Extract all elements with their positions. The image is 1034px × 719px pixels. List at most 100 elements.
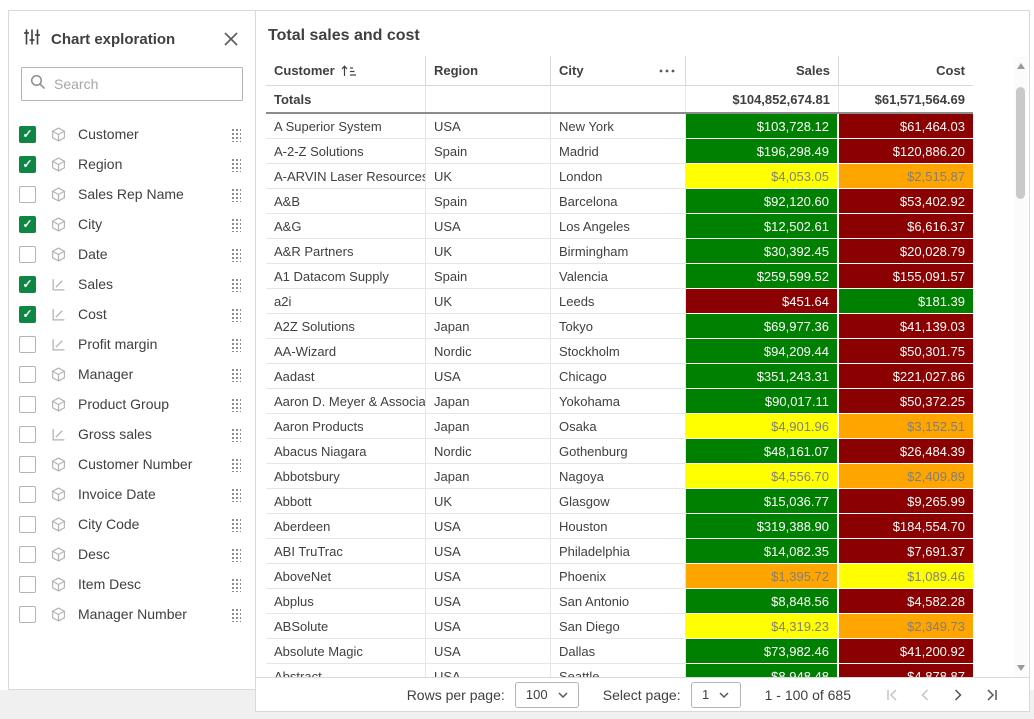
sidebar-item-manager[interactable]: Manager [9, 359, 255, 389]
cell-city[interactable]: Chicago [551, 364, 686, 389]
drag-handle-icon[interactable] [230, 186, 241, 202]
cell-region[interactable]: USA [426, 589, 551, 614]
sidebar-item-sales[interactable]: ✓ Sales [9, 269, 255, 299]
sidebar-item-date[interactable]: Date [9, 239, 255, 269]
drag-handle-icon[interactable] [230, 606, 241, 622]
search-box[interactable] [21, 67, 243, 101]
unchecked-checkbox[interactable] [19, 395, 36, 413]
drag-handle-icon[interactable] [230, 336, 241, 352]
sidebar-item-manager-number[interactable]: Manager Number [9, 599, 255, 629]
drag-handle-icon[interactable] [230, 246, 241, 262]
sidebar-item-sales-rep-name[interactable]: Sales Rep Name [9, 179, 255, 209]
cell-customer[interactable]: Absolute Magic [266, 639, 426, 664]
sidebar-item-city[interactable]: ✓ City [9, 209, 255, 239]
drag-handle-icon[interactable] [230, 486, 241, 502]
cell-region[interactable]: UK [426, 164, 551, 189]
previous-page-button[interactable] [913, 683, 937, 707]
unchecked-checkbox[interactable] [19, 335, 36, 353]
cell-customer[interactable]: Aaron Products [266, 414, 426, 439]
cell-city[interactable]: Los Angeles [551, 214, 686, 239]
cell-customer[interactable]: A Superior System [266, 114, 426, 139]
cell-customer[interactable]: Aadast [266, 364, 426, 389]
cell-city[interactable]: Yokohama [551, 389, 686, 414]
cell-region[interactable]: Japan [426, 314, 551, 339]
scroll-down-icon[interactable] [1017, 665, 1025, 671]
cell-city[interactable]: Tokyo [551, 314, 686, 339]
drag-handle-icon[interactable] [230, 546, 241, 562]
drag-handle-icon[interactable] [230, 126, 241, 142]
column-header-sales[interactable]: Sales [686, 56, 839, 85]
drag-handle-icon[interactable] [230, 366, 241, 382]
cell-region[interactable]: Nordic [426, 439, 551, 464]
unchecked-checkbox[interactable] [19, 605, 36, 623]
sidebar-item-region[interactable]: ✓ Region [9, 149, 255, 179]
drag-handle-icon[interactable] [230, 456, 241, 472]
cell-region[interactable]: USA [426, 564, 551, 589]
sidebar-item-gross-sales[interactable]: Gross sales [9, 419, 255, 449]
checked-checkbox[interactable]: ✓ [19, 305, 36, 323]
unchecked-checkbox[interactable] [19, 545, 36, 563]
cell-customer[interactable]: Abstract [266, 664, 426, 678]
drag-handle-icon[interactable] [230, 306, 241, 322]
drag-handle-icon[interactable] [230, 216, 241, 232]
column-header-cost[interactable]: Cost [839, 56, 973, 85]
drag-handle-icon[interactable] [230, 576, 241, 592]
cell-customer[interactable]: A&R Partners [266, 239, 426, 264]
unchecked-checkbox[interactable] [19, 425, 36, 443]
first-page-button[interactable] [880, 683, 904, 707]
unchecked-checkbox[interactable] [19, 245, 36, 263]
cell-customer[interactable]: A&G [266, 214, 426, 239]
cell-customer[interactable]: Abacus Niagara [266, 439, 426, 464]
cell-region[interactable]: UK [426, 239, 551, 264]
unchecked-checkbox[interactable] [19, 455, 36, 473]
cell-region[interactable]: USA [426, 639, 551, 664]
sidebar-item-item-desc[interactable]: Item Desc [9, 569, 255, 599]
unchecked-checkbox[interactable] [19, 365, 36, 383]
cell-customer[interactable]: Abbott [266, 489, 426, 514]
cell-city[interactable]: Glasgow [551, 489, 686, 514]
checked-checkbox[interactable]: ✓ [19, 125, 36, 143]
sidebar-item-city-code[interactable]: City Code [9, 509, 255, 539]
scroll-thumb[interactable] [1016, 87, 1025, 199]
cell-customer[interactable]: A-ARVIN Laser Resources [266, 164, 426, 189]
cell-customer[interactable]: A-2-Z Solutions [266, 139, 426, 164]
unchecked-checkbox[interactable] [19, 485, 36, 503]
cell-region[interactable]: USA [426, 364, 551, 389]
sidebar-item-customer[interactable]: ✓ Customer [9, 119, 255, 149]
cell-city[interactable]: New York [551, 114, 686, 139]
cell-region[interactable]: USA [426, 539, 551, 564]
cell-city[interactable]: Madrid [551, 139, 686, 164]
sidebar-item-desc[interactable]: Desc [9, 539, 255, 569]
cell-customer[interactable]: A2Z Solutions [266, 314, 426, 339]
drag-handle-icon[interactable] [230, 276, 241, 292]
checked-checkbox[interactable]: ✓ [19, 275, 36, 293]
cell-region[interactable]: USA [426, 614, 551, 639]
cell-city[interactable]: Houston [551, 514, 686, 539]
cell-city[interactable]: Barcelona [551, 189, 686, 214]
cell-city[interactable]: Philadelphia [551, 539, 686, 564]
sidebar-item-product-group[interactable]: Product Group [9, 389, 255, 419]
cell-customer[interactable]: Abbotsbury [266, 464, 426, 489]
cell-customer[interactable]: ABSolute [266, 614, 426, 639]
cell-customer[interactable]: ABI TruTrac [266, 539, 426, 564]
rows-per-page-select[interactable]: 100 [514, 681, 579, 708]
drag-handle-icon[interactable] [230, 516, 241, 532]
close-icon[interactable] [219, 27, 243, 51]
cell-customer[interactable]: AA-Wizard [266, 339, 426, 364]
cell-city[interactable]: Osaka [551, 414, 686, 439]
cell-region[interactable]: Spain [426, 264, 551, 289]
last-page-button[interactable] [979, 683, 1003, 707]
cell-region[interactable]: Spain [426, 189, 551, 214]
drag-handle-icon[interactable] [230, 156, 241, 172]
next-page-button[interactable] [946, 683, 970, 707]
drag-handle-icon[interactable] [230, 396, 241, 412]
checked-checkbox[interactable]: ✓ [19, 155, 36, 173]
cell-customer[interactable]: AboveNet [266, 564, 426, 589]
cell-city[interactable]: Seattle [551, 664, 686, 678]
column-header-customer[interactable]: Customer [266, 56, 426, 85]
cell-customer[interactable]: A&B [266, 189, 426, 214]
cell-city[interactable]: Gothenburg [551, 439, 686, 464]
column-header-city[interactable]: City [551, 56, 686, 85]
cell-region[interactable]: USA [426, 114, 551, 139]
cell-customer[interactable]: Aberdeen [266, 514, 426, 539]
